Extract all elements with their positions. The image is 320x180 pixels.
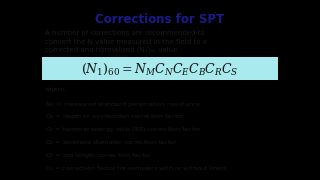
Bar [42, 57, 278, 80]
Text: $C_N$ = depth or overburden correction factor: $C_N$ = depth or overburden correction f… [44, 112, 185, 122]
Text: $C_E$ = hammer energy ratio (ER) correction factor: $C_E$ = hammer energy ratio (ER) correct… [44, 125, 202, 134]
Text: $N_M$ = measured standard penetration resistance: $N_M$ = measured standard penetration re… [44, 100, 201, 109]
Text: $(N_1)_{60} = N_M C_N C_E C_B C_R C_S$: $(N_1)_{60} = N_M C_N C_E C_B C_R C_S$ [81, 61, 239, 76]
Text: A number of corrections are recommended to
convert the N value measured in the f: A number of corrections are recommended … [44, 30, 206, 53]
Text: $C_B$ = borehole diameter correction factor: $C_B$ = borehole diameter correction fac… [44, 138, 178, 147]
Text: where,: where, [44, 87, 67, 92]
Text: Corrections for SPT: Corrections for SPT [95, 13, 225, 26]
Text: $C_S$ = correction factor for samplers with or without liners: $C_S$ = correction factor for samplers w… [44, 164, 228, 173]
Text: $C_R$ = rod length correction factor: $C_R$ = rod length correction factor [44, 151, 152, 160]
